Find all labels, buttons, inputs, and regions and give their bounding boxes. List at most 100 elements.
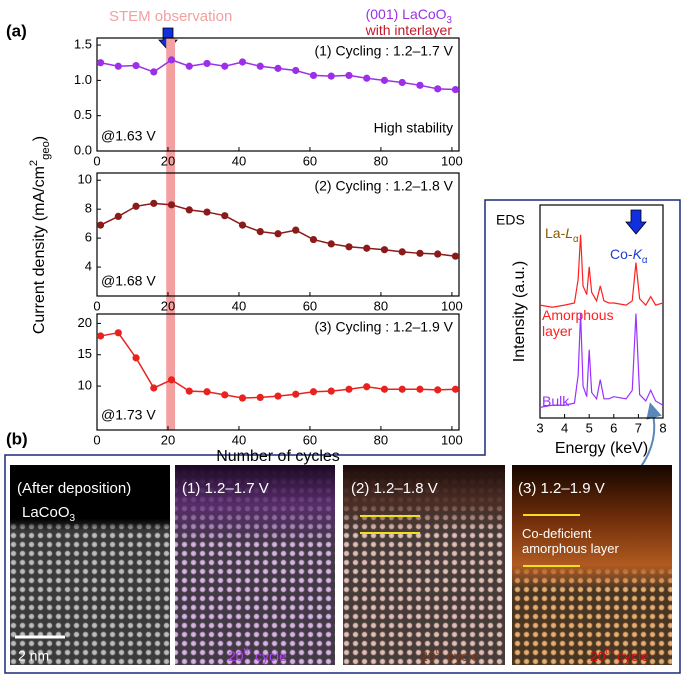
x-tick-label: 100 [441,432,463,447]
data-line [539,234,664,308]
chart-title: EDS [496,212,525,228]
data-point [221,62,229,70]
x-tick-label: 0 [93,432,100,447]
peak-label-part: α [642,255,648,266]
data-point [238,58,247,66]
y-tick-label: 10 [78,172,92,187]
data-point [221,212,229,220]
data-point [309,388,318,396]
x-tick-label: 60 [303,298,317,313]
y-axis-label-part: ) [31,136,48,141]
data-point [150,384,158,392]
x-tick-label: 60 [303,153,317,168]
data-point [150,199,158,207]
peak-label-part: Co- [610,246,633,262]
data-point [167,201,176,209]
data-point [96,59,105,67]
y-tick-label: 4 [85,258,92,273]
data-point [167,376,176,384]
data-point [114,62,122,70]
frame [4,199,681,674]
remark: High stability [374,120,453,136]
data-point [416,249,424,257]
data-point [292,390,300,398]
x-tick-label: 80 [374,153,388,168]
data-point [114,329,122,337]
x-tick-label: 40 [232,153,246,168]
data-point [274,392,282,400]
condition-label: @1.68 V [101,273,156,289]
cycle-label: 20th cycle [228,646,287,663]
panel-label: (b) [6,429,28,448]
data-point [380,385,389,393]
micrograph-label: (2) 1.2–1.8 V [351,480,438,497]
data-point [238,221,247,229]
data-point [398,78,406,87]
peak-label-part: La- [545,225,566,241]
y-tick-label: 1.0 [74,72,92,87]
y-tick-label: 15 [78,346,92,361]
micrograph: (2) 1.2–1.8 V 20th cycle [343,465,505,665]
highlight-band [166,38,176,430]
data-point [203,208,211,216]
data-point [327,72,335,80]
data-point [345,71,353,80]
data-point [434,386,442,394]
data-point [256,228,264,236]
data-point [416,81,424,89]
peak-label-part: α [573,234,579,245]
y-tick-label: 0.5 [74,107,92,122]
data-point [167,56,176,64]
link-arrow [639,402,662,469]
y-tick-label: 20 [78,315,92,330]
data-point [380,246,389,254]
peak-label-part: L [565,225,573,241]
data-point [451,252,460,260]
x-tick-label: 4 [561,420,568,435]
y-tick-label: 10 [78,378,92,393]
data-point [451,85,460,94]
x-tick-label: 100 [441,153,463,168]
data-point [185,62,193,70]
cycle-label: 20th cycle [590,646,649,663]
data-point [292,226,300,234]
data-point [345,243,353,251]
data-point [363,383,371,391]
x-tick-label: 80 [374,432,388,447]
peak-label: Co-Kα [610,246,648,266]
data-point [132,202,140,210]
data-point [363,244,371,252]
condition-label: @1.73 V [101,407,156,423]
sample-label: LaCoO3 [22,504,76,524]
data-point [238,394,247,402]
y-axis-label-part: 2 [28,160,40,166]
series-label: Bulk [542,393,570,410]
micrograph-label: (1) 1.2–1.7 V [182,480,269,497]
data-point [434,250,442,258]
x-tick-label: 0 [93,153,100,168]
data-point [96,332,105,340]
annotation: STEM observation [109,8,232,25]
micrograph-note: Co-deficient amorphous layer [522,526,619,556]
x-axis-label: Energy (keV) [555,440,648,457]
legend-entry-part: (001) LaCoO [366,6,447,22]
x-tick-label: 40 [232,298,246,313]
data-point [309,235,318,244]
x-tick-label: 80 [374,298,388,313]
series-label: Amorphous layer [542,307,614,340]
data-point [398,248,406,256]
peak-label: La-Lα [545,225,579,245]
x-tick-label: 40 [232,432,246,447]
data-point [185,387,193,395]
data-point [398,385,406,393]
micrograph-label: (After deposition) [17,480,131,497]
x-tick-label: 20 [161,432,175,447]
data-point [256,393,264,401]
panel-label: (a) [6,21,27,40]
y-axis-label: Intensity (a.u.) [511,261,528,362]
condition-label: @1.63 V [101,128,156,144]
legend-entry: with interlayer [365,22,453,38]
legend-entry: (001) LaCoO3 [366,6,453,26]
